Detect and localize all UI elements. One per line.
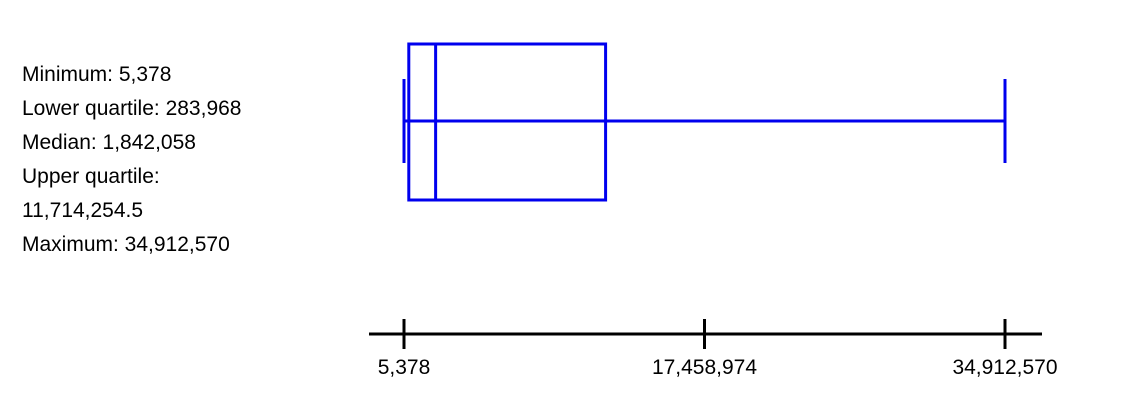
summary-statistics: Minimum: 5,378 Lower quartile: 283,968 M…: [22, 58, 322, 262]
stat-upper-quartile-value: 11,714,254.5: [22, 199, 144, 222]
stat-minimum: Minimum: 5,378: [22, 63, 172, 86]
stat-maximum: Maximum: 34,912,570: [22, 233, 230, 256]
stat-lower-quartile: Lower quartile: 283,968: [22, 97, 242, 120]
x-axis: 5,378 17,458,974 34,912,570: [369, 319, 1058, 379]
x-tick-label-0: 5,378: [378, 356, 431, 379]
box-plot-marks: [402, 42, 1007, 202]
x-tick-label-1: 17,458,974: [652, 356, 757, 379]
stat-median: Median: 1,842,058: [22, 131, 196, 154]
x-tick-label-2: 34,912,570: [952, 356, 1057, 379]
stat-upper-quartile-label: Upper quartile:: [22, 165, 160, 188]
interquartile-box: [407, 42, 608, 202]
